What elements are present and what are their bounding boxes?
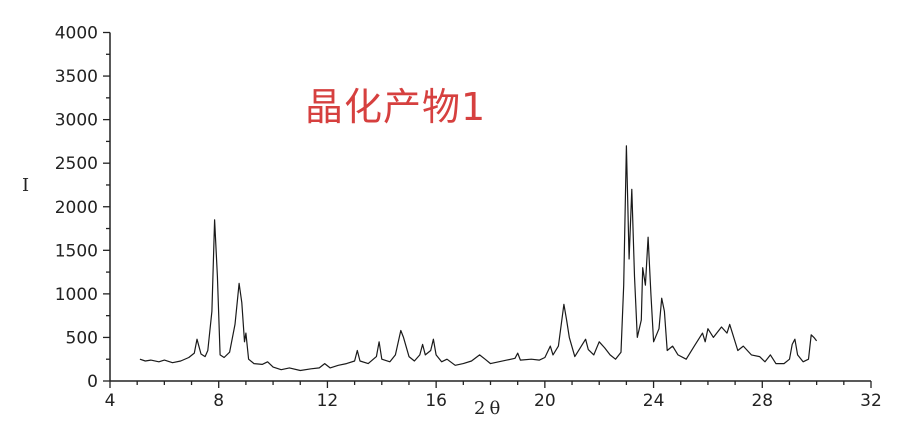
y-tick-label: 1500 [55, 241, 98, 261]
y-tick-label: 2500 [55, 154, 98, 174]
x-tick-label: 28 [751, 391, 773, 411]
y-axis-label: I [22, 175, 30, 196]
x-tick-label: 32 [860, 391, 882, 411]
chart-title: 晶化产物1 [305, 85, 487, 129]
y-tick-label: 3000 [55, 111, 98, 131]
y-tick-label: 1000 [55, 285, 98, 305]
x-tick-label: 8 [213, 391, 224, 411]
axes [109, 32, 871, 382]
y-tick-label: 3500 [55, 67, 98, 87]
y-tick-label: 2000 [55, 198, 98, 218]
x-tick-label: 16 [425, 391, 447, 411]
x-tick-label: 20 [534, 391, 556, 411]
x-axis-label: 2θ [474, 398, 505, 419]
y-tick-label: 0 [87, 372, 98, 392]
x-tick-label: 4 [105, 391, 116, 411]
x-tick-label: 24 [643, 391, 665, 411]
series-line [139, 145, 818, 372]
ticks: 4 8 12 16 20 24 28 32 0 500 1000 1500 2000 2500 3000 35… [55, 24, 882, 412]
y-tick-label: 500 [66, 328, 98, 348]
x-tick-label: 12 [317, 391, 339, 411]
y-tick-label: 4000 [55, 24, 98, 44]
